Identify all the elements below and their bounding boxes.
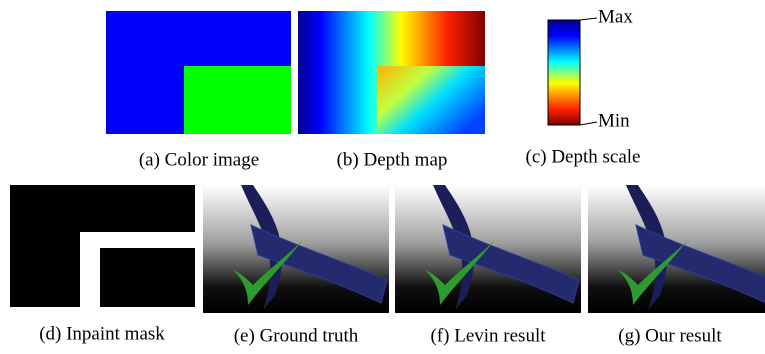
- levin-render: [395, 185, 581, 313]
- caption: (f) Levin result: [430, 325, 546, 346]
- depth-scale: Max Min: [548, 6, 633, 131]
- caption: (c) Depth scale: [526, 146, 641, 167]
- caption: (g) Our result: [618, 325, 722, 346]
- caption: (d) Inpaint mask: [39, 323, 165, 344]
- scale-max: Max: [598, 6, 633, 27]
- caption: (e) Ground truth: [234, 325, 359, 346]
- color-image: [106, 11, 291, 134]
- caption: (a) Color image: [139, 149, 259, 170]
- ground-truth-render: [203, 185, 389, 313]
- depth-map: [298, 11, 485, 134]
- figure: Max Min (a) Color image (b) Depth map (c…: [0, 0, 765, 354]
- caption: (b) Depth map: [337, 149, 448, 170]
- inpaint-mask: [10, 185, 195, 307]
- scale-min: Min: [598, 110, 630, 131]
- our-render: [588, 185, 765, 313]
